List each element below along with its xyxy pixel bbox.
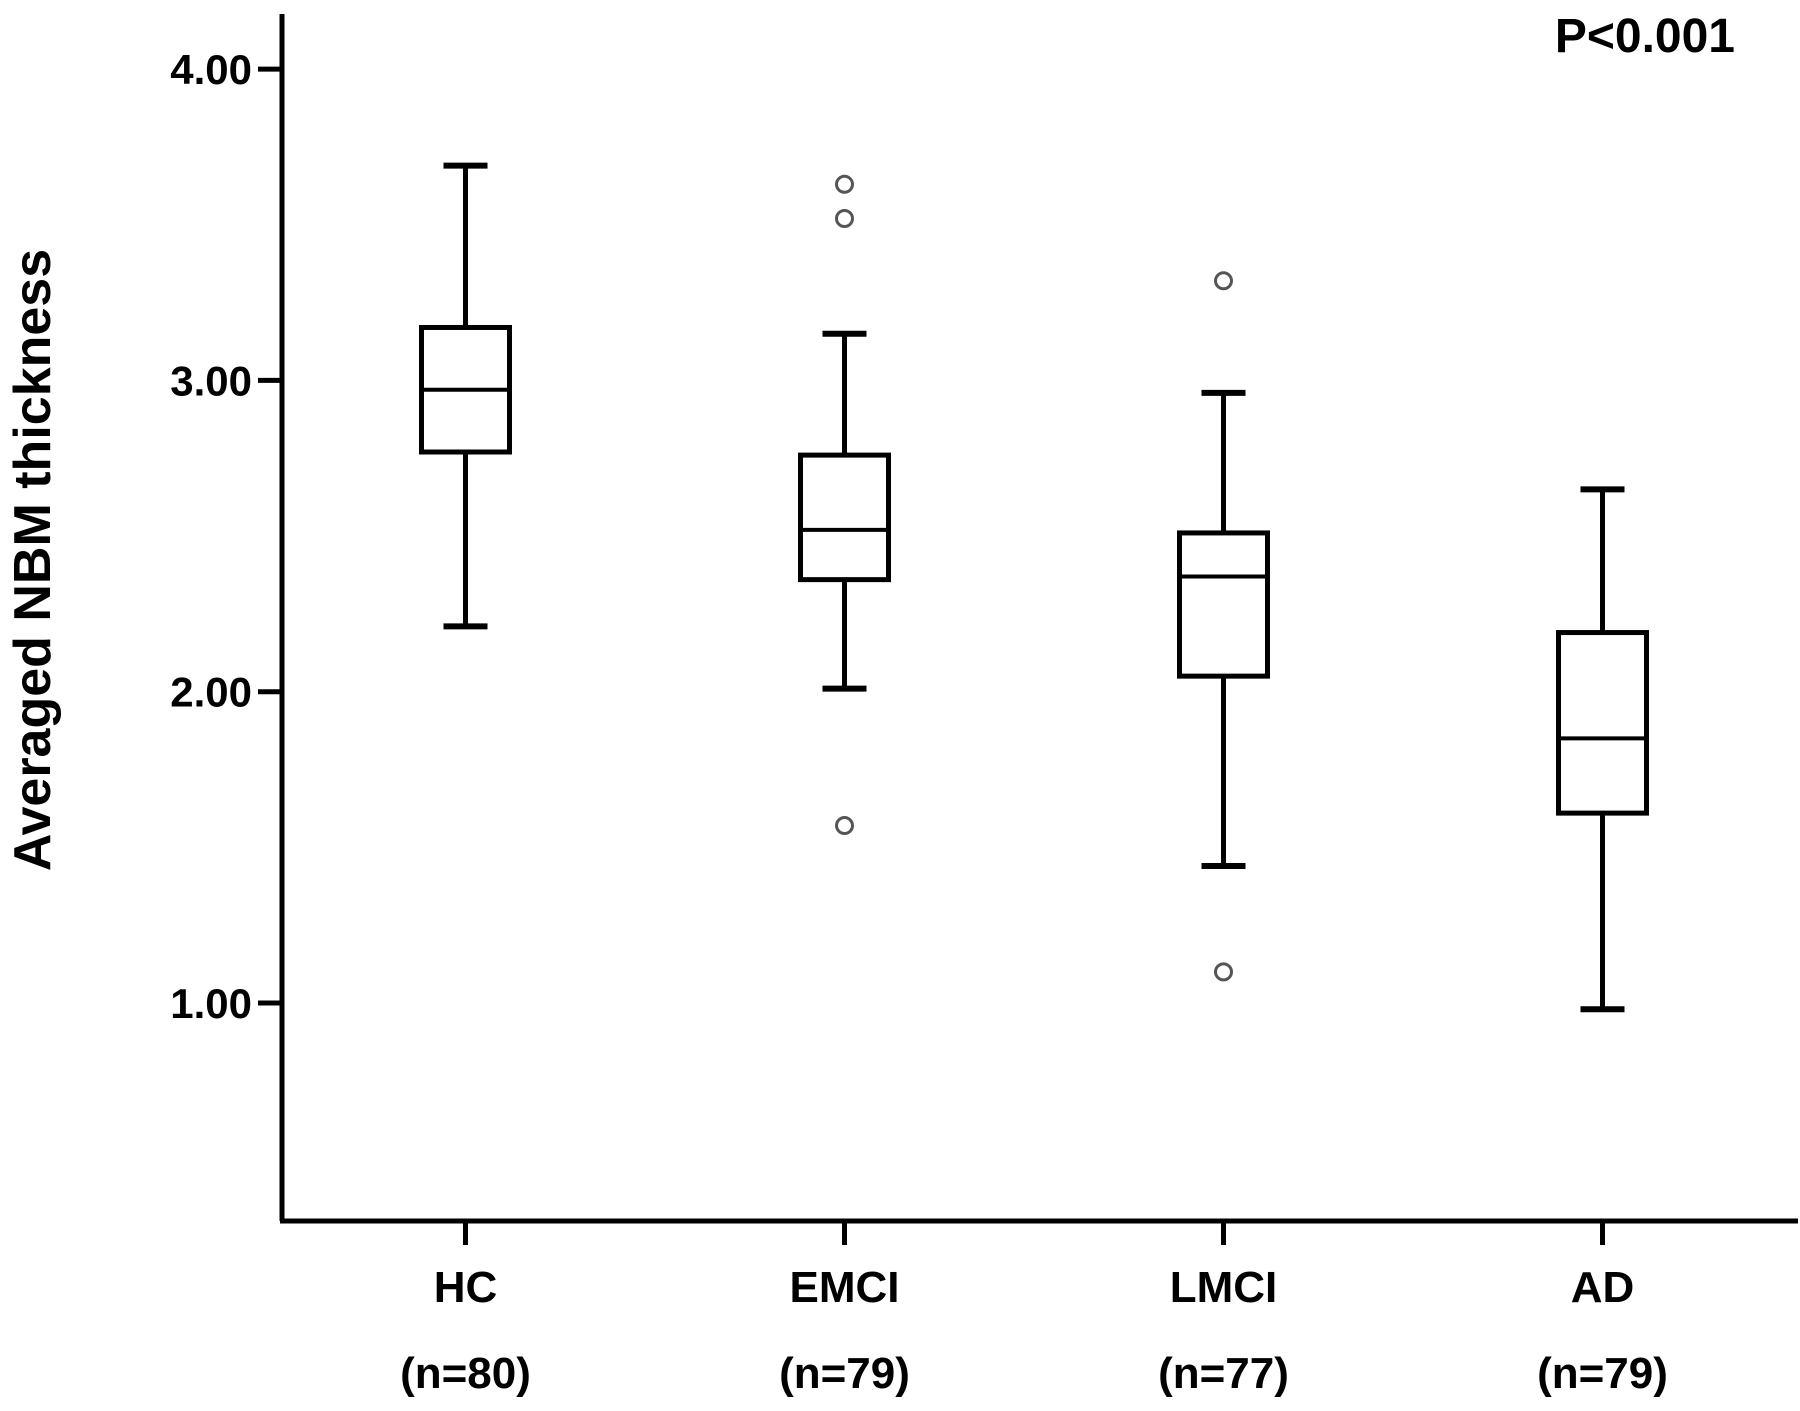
y-tick-label: 4.00 [170,46,252,93]
outlier-point [1214,271,1233,291]
iqr-box [1556,630,1649,816]
iqr-box [1177,530,1270,679]
x-sample-size-label: (n=77) [1158,1349,1289,1398]
y-tick-label: 3.00 [170,357,252,404]
boxes [419,162,1649,1013]
x-sample-size-label: (n=80) [400,1349,531,1398]
box-group-emci [798,174,891,836]
y-axis-label: Averaged NBM thickness [4,249,62,871]
x-sample-size-label: (n=79) [779,1349,910,1398]
box-group-hc [419,162,512,630]
x-category-label: AD [1571,1263,1635,1312]
y-tick-label: 2.00 [170,669,252,716]
p-value-annotation: P<0.001 [1555,10,1735,63]
y-ticks: 1.00 2.00 3.00 4.00 [170,46,282,1027]
x-category-label: LMCI [1170,1263,1278,1312]
outlier-point [835,816,854,836]
outlier-point [1214,962,1233,982]
x-category-label: HC [434,1263,498,1312]
iqr-box [798,452,891,583]
x-ticks: HC (n=80) EMCI (n=79) LMCI (n=77) AD (n=79) [400,1221,1668,1398]
x-category-label: EMCI [790,1263,900,1312]
outlier-point [835,174,854,194]
y-tick-label: 1.00 [170,980,252,1027]
outlier-point [835,209,854,229]
x-sample-size-label: (n=79) [1537,1349,1668,1398]
axes [279,14,1798,1224]
box-group-ad [1556,486,1649,1013]
box-group-lmci [1177,271,1270,982]
